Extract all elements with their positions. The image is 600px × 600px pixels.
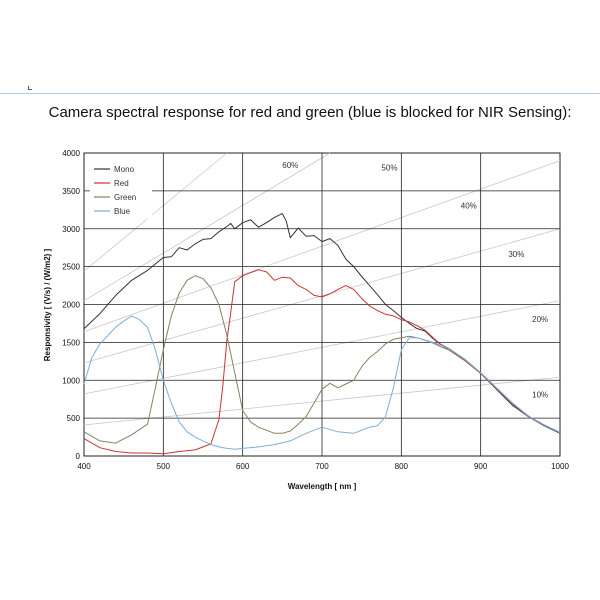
legend-label-blue: Blue bbox=[114, 207, 131, 216]
y-tick-label: 2000 bbox=[62, 301, 80, 310]
y-tick-label: 3000 bbox=[62, 225, 80, 234]
x-tick-label: 800 bbox=[395, 462, 409, 471]
y-tick-label: 1500 bbox=[62, 338, 80, 347]
series-line-green bbox=[83, 275, 561, 444]
legend-label-mono: Mono bbox=[114, 165, 135, 174]
y-tick-label: 1000 bbox=[62, 376, 80, 385]
percent-annotation: 10% bbox=[532, 391, 548, 400]
x-axis-label: Wavelength [ nm ] bbox=[288, 482, 357, 491]
y-tick-label: 500 bbox=[67, 414, 81, 423]
y-axis-label: Responsivity [ (V/s) / (W/m2) ] bbox=[43, 248, 52, 361]
percent-reference-line bbox=[83, 152, 331, 302]
percent-annotation: 30% bbox=[508, 250, 524, 259]
percent-reference-line bbox=[83, 152, 228, 272]
chart-title: Camera spectral response for red and gre… bbox=[48, 104, 572, 121]
x-tick-label: 400 bbox=[77, 462, 91, 471]
y-tick-label: 3500 bbox=[62, 187, 80, 196]
top-divider bbox=[0, 93, 600, 94]
legend-label-green: Green bbox=[114, 193, 136, 202]
x-tick-label: 1000 bbox=[551, 462, 569, 471]
corner-mark bbox=[28, 86, 32, 90]
y-tick-label: 2500 bbox=[62, 263, 80, 272]
percent-annotation: 60% bbox=[282, 161, 298, 170]
percent-annotation: 20% bbox=[532, 315, 548, 324]
legend-label-red: Red bbox=[114, 179, 129, 188]
x-tick-label: 600 bbox=[236, 462, 250, 471]
x-tick-label: 900 bbox=[474, 462, 488, 471]
x-tick-label: 700 bbox=[315, 462, 329, 471]
y-tick-label: 0 bbox=[76, 452, 81, 461]
percent-annotation: 50% bbox=[381, 163, 397, 172]
percent-annotation: 40% bbox=[461, 201, 477, 210]
x-tick-label: 500 bbox=[157, 462, 171, 471]
series-line-blue bbox=[83, 315, 561, 450]
y-tick-label: 4000 bbox=[62, 149, 80, 158]
